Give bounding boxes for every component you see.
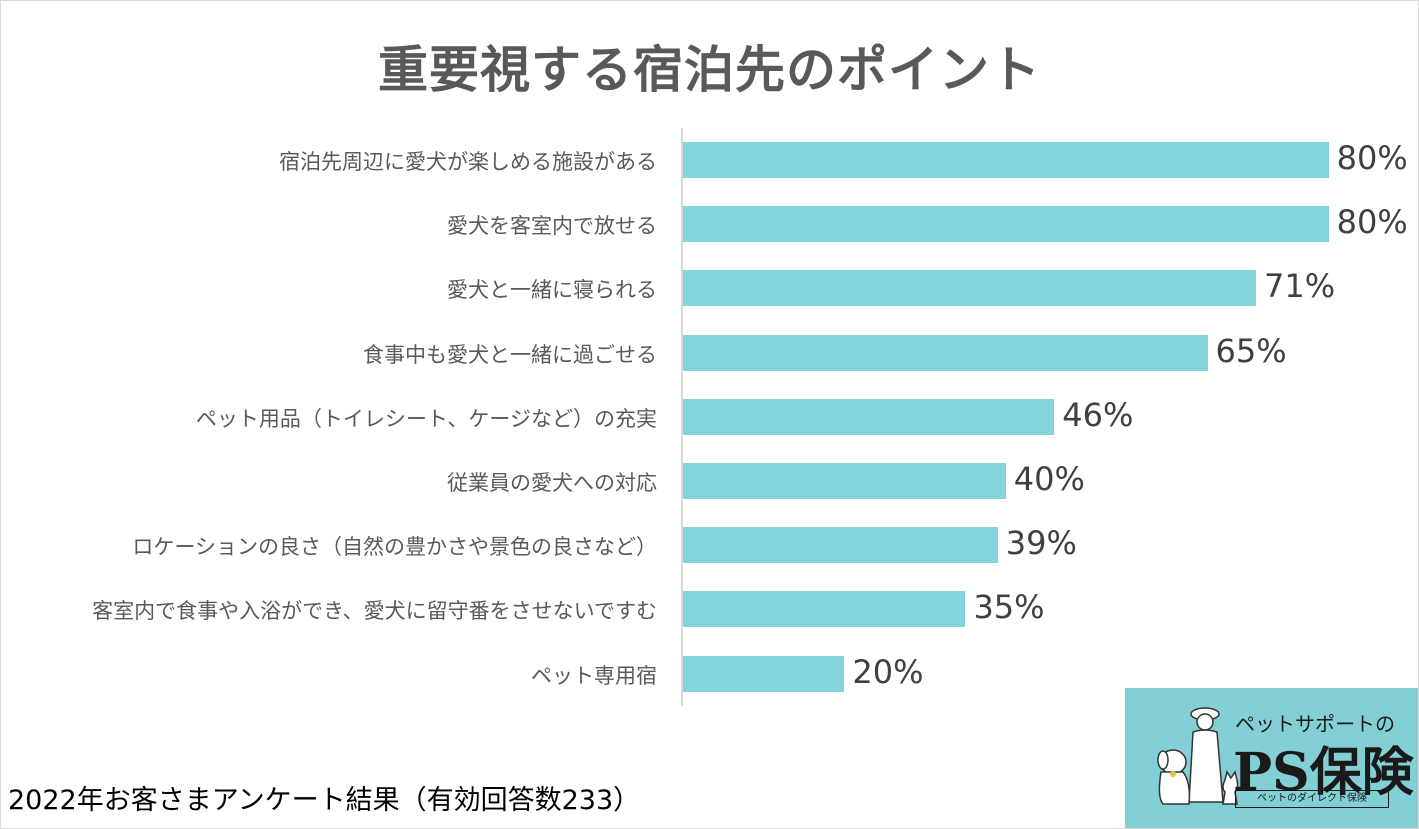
logo-tagline: ペットのダイレクト保険 [1235,790,1389,808]
bar [683,334,1208,371]
category-label: 従業員の愛犬への対応 [447,471,657,495]
chart-title: 重要視する宿泊先のポイント [378,41,1041,99]
category-label: 食事中も愛犬と一緒に過ごせる [363,342,657,367]
logo-name: PS保険 [1233,742,1414,803]
value-label: 35% [973,588,1045,627]
category-label: 愛犬を客室内で放せる [447,214,657,239]
value-label: 71% [1263,267,1336,306]
category-label: 宿泊先周辺に愛犬が楽しめる施設がある [279,150,657,174]
value-label: 80% [1336,139,1408,177]
category-label: 愛犬と一緒に寝られる [447,278,657,303]
footnote: 2022年お客さまアンケート結果（有効回答数233） [8,785,641,816]
logo-subtitle: ペットサポートの [1235,712,1395,736]
category-label: ペット専用宿 [531,663,657,688]
bar [683,270,1256,307]
pets-illustration-icon [1157,707,1239,805]
bar [683,463,1006,499]
ps-hoken-logo: ペットサポートの PS保険 ペットのダイレクト保険 [1125,688,1418,828]
bar [683,591,966,628]
value-label: 39% [1005,524,1077,563]
bar [683,527,998,564]
bar [683,655,845,692]
bar [683,398,1055,435]
category-axis-line [681,128,683,706]
category-label: ペット用品（トイレシート、ケージなど）の充実 [195,406,657,431]
category-label: 客室内で食事や入浴ができ、愛犬に留守番をさせないですむ [92,599,657,624]
value-label: 20% [852,652,924,691]
value-label: 46% [1062,395,1134,434]
value-label: 65% [1215,331,1287,370]
value-label: 80% [1336,203,1408,242]
bar [683,142,1329,178]
category-label: ロケーションの良さ（自然の豊かさや景色の良さなど） [132,535,657,560]
value-label: 40% [1013,460,1085,498]
bar [683,206,1329,243]
